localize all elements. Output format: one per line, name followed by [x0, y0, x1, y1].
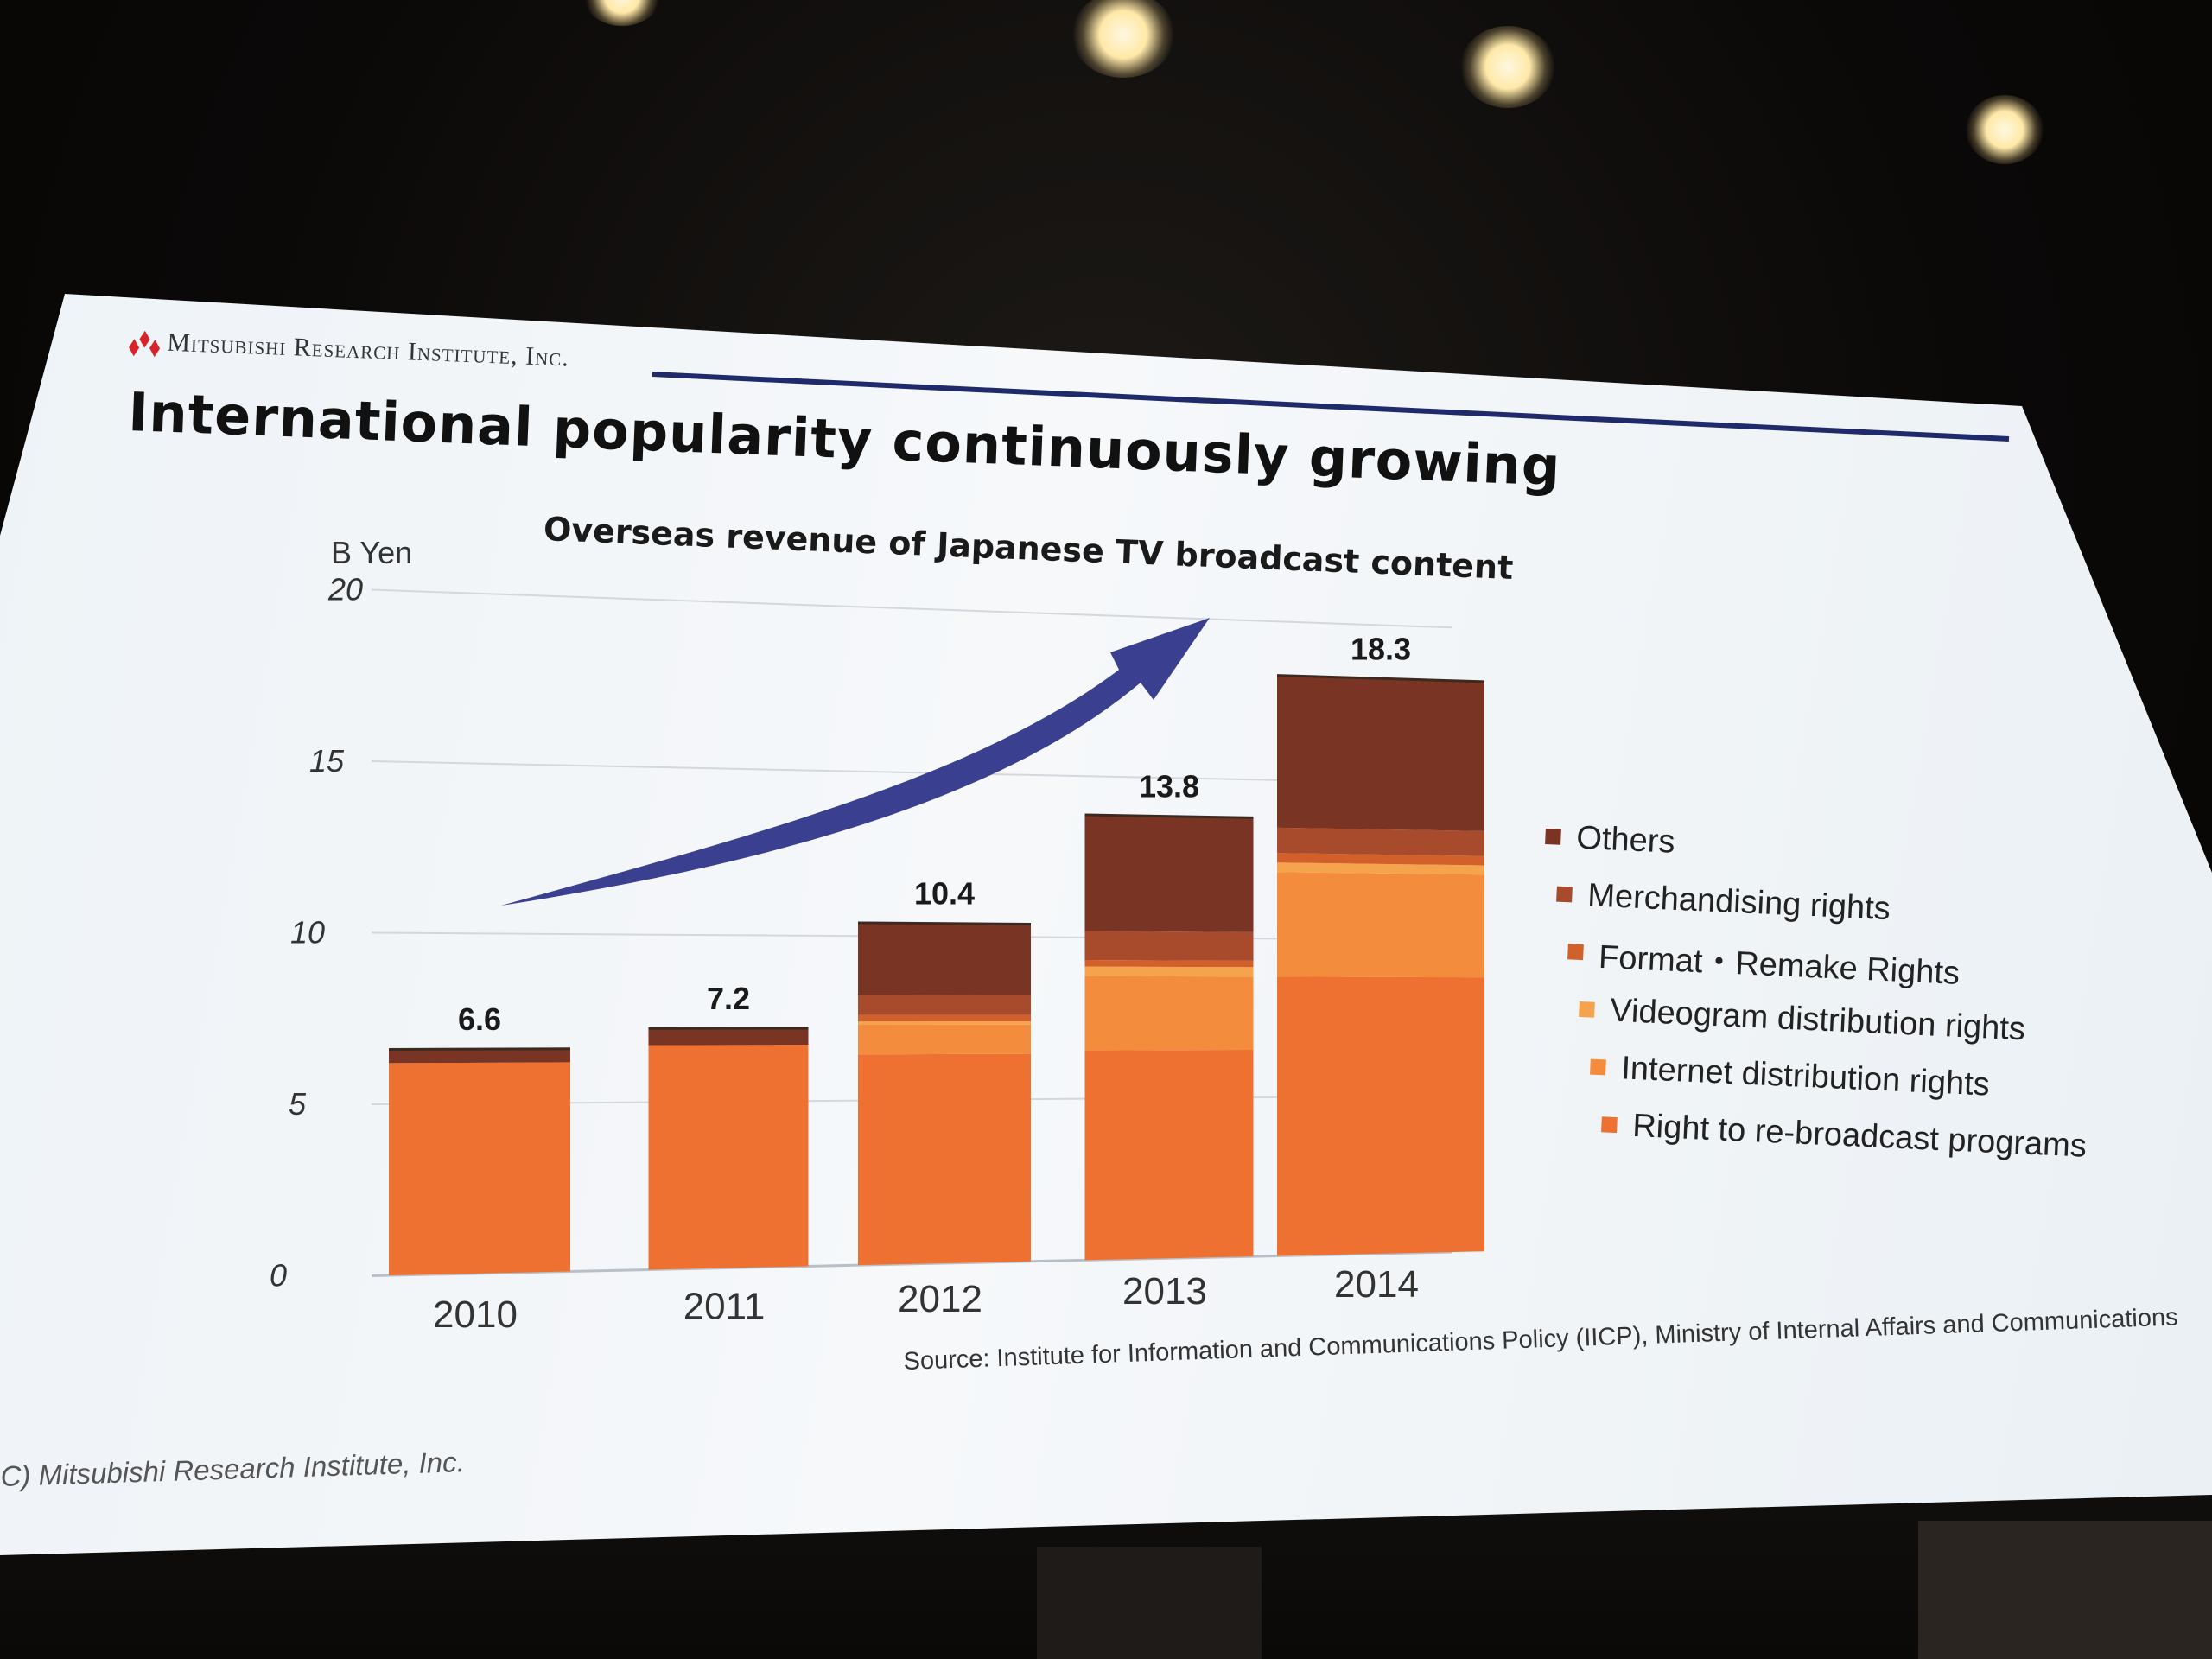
- bar-segment: [1277, 862, 1484, 875]
- bar-total-label: 18.3: [1351, 631, 1411, 666]
- stage-light: [1966, 95, 2044, 164]
- legend-swatch: [1601, 1116, 1618, 1134]
- bar-segment: [858, 995, 1031, 1015]
- legend-label: Others: [1575, 819, 1676, 861]
- bar-segment: [1277, 827, 1484, 856]
- bar-total-label: 7.2: [707, 981, 750, 1016]
- bar-segment: [1084, 976, 1254, 1051]
- bar-segment: [389, 1048, 570, 1064]
- bar-segment: [1084, 931, 1254, 961]
- podium: [1037, 1547, 1262, 1659]
- legend-swatch: [1590, 1058, 1606, 1076]
- bar-segment: [1277, 675, 1484, 831]
- bar-segment: [1084, 966, 1254, 977]
- bar-segment: [1277, 872, 1484, 978]
- legend-swatch: [1579, 1001, 1595, 1018]
- gridline: [371, 760, 1452, 785]
- bar-segment: [389, 1062, 570, 1276]
- gridline: [371, 588, 1452, 629]
- bar-segment: [1084, 814, 1254, 932]
- legend-swatch: [1567, 944, 1584, 961]
- legend-label: Merchandising rights: [1586, 876, 1891, 927]
- bar-segment: [1084, 1049, 1254, 1261]
- y-axis-label: B Yen: [331, 535, 412, 570]
- bar-top-edge: [388, 1047, 571, 1051]
- mitsubishi-logo-icon: [129, 330, 161, 358]
- bar-top-edge: [1276, 674, 1485, 683]
- y-tick-label: 5: [289, 1086, 307, 1122]
- bar-total-label: 10.4: [914, 876, 975, 912]
- legend-label: Videogram distribution rights: [1609, 992, 2026, 1047]
- bar-segment: [858, 1053, 1031, 1266]
- legend-swatch: [1556, 886, 1573, 903]
- y-tick-label: 0: [270, 1258, 287, 1294]
- y-tick-label: 15: [309, 743, 345, 779]
- x-tick-label: 2013: [1122, 1270, 1207, 1313]
- x-tick-label: 2012: [898, 1278, 982, 1320]
- legend-swatch: [1545, 828, 1561, 845]
- trend-arrow: [501, 618, 1210, 906]
- x-tick-label: 2011: [683, 1285, 766, 1327]
- bar-segment: [1084, 960, 1254, 968]
- x-tick-label: 2010: [433, 1294, 518, 1336]
- bar-segment: [858, 1021, 1031, 1026]
- legend-label: Internet distribution rights: [1620, 1049, 1991, 1103]
- bar-segment: [648, 1027, 809, 1046]
- podium: [1918, 1521, 2212, 1659]
- bar-segment: [1277, 853, 1484, 866]
- legend-label: Right to re-broadcast programs: [1631, 1107, 2088, 1165]
- brand-header: Mitsubishi Research Institute, Inc.: [129, 327, 569, 373]
- bar-top-edge: [857, 921, 1032, 925]
- stage-light: [1071, 0, 1175, 78]
- bar-segment: [858, 1014, 1031, 1022]
- x-tick-label: 2014: [1334, 1263, 1419, 1306]
- y-tick-label: 20: [327, 572, 363, 607]
- bar-segment: [1277, 976, 1484, 1256]
- bar-segment: [858, 922, 1031, 996]
- header-rule: [652, 372, 2010, 442]
- stage-light: [1460, 26, 1555, 108]
- bar-total-label: 6.6: [458, 1001, 501, 1037]
- y-tick-label: 10: [290, 915, 325, 950]
- bar-segment: [648, 1045, 809, 1270]
- chart-legend: Others Merchandising rights Format・Remake …: [1531, 808, 2101, 1175]
- bar-top-edge: [1084, 813, 1254, 819]
- bar-total-label: 13.8: [1139, 769, 1199, 804]
- bar-segment: [858, 1024, 1031, 1055]
